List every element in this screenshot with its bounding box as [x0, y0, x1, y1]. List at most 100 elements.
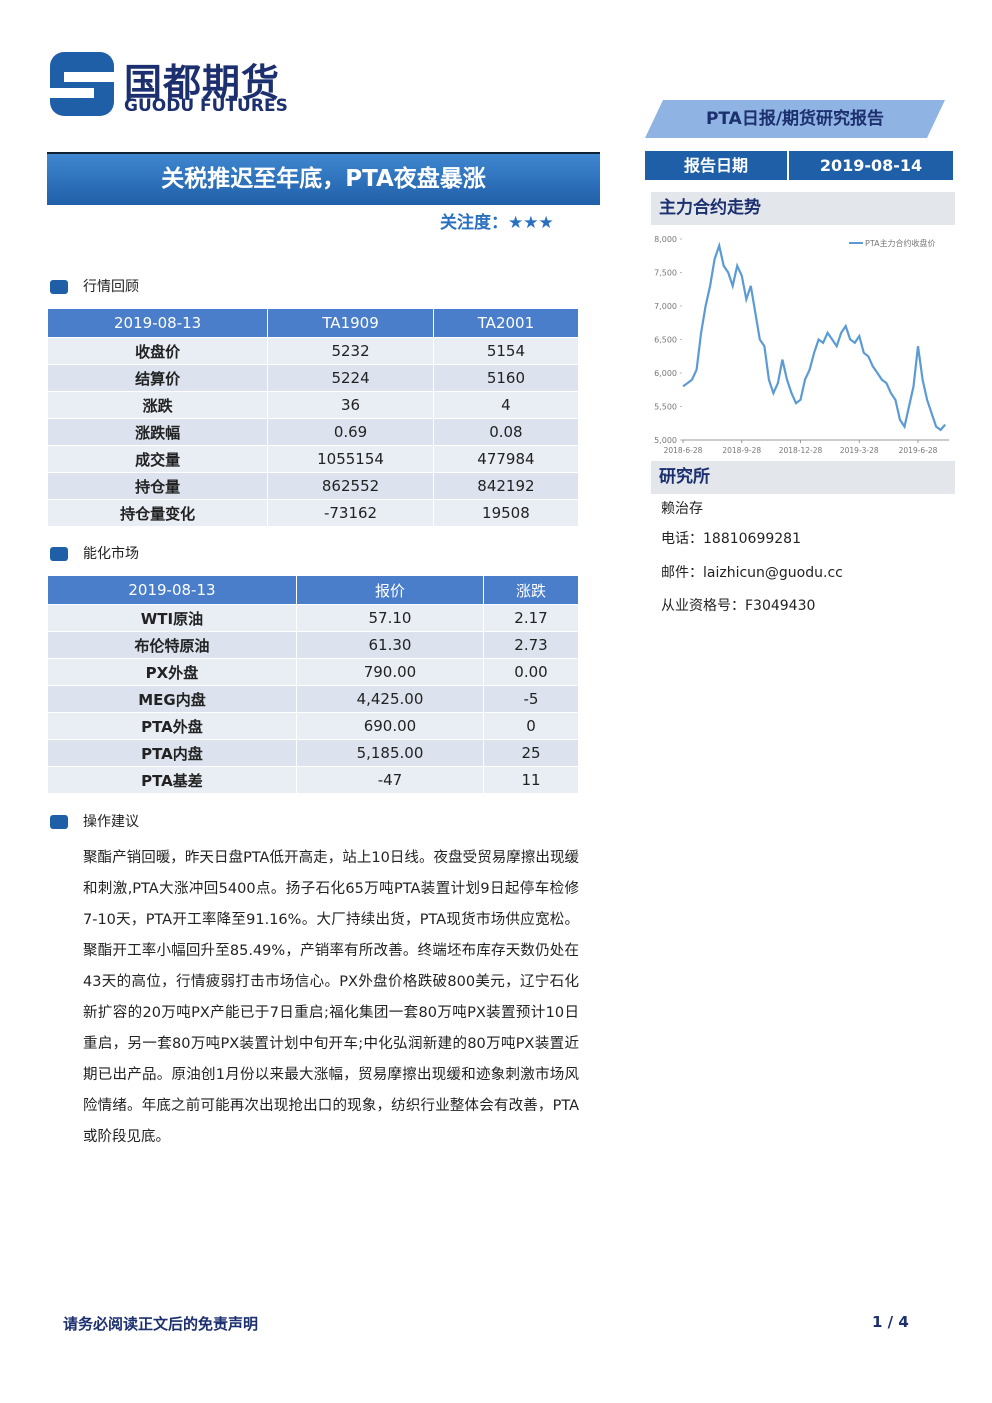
- header-cell: TA2001: [432, 308, 580, 338]
- energy-market-table: 2019-08-13 报价 涨跌 WTI原油 57.10 2.17 布伦特原油 61.30 2.…: [47, 575, 579, 794]
- cell: 477984: [432, 445, 580, 473]
- cell: 5160: [432, 364, 580, 392]
- cell: PTA外盘: [47, 712, 297, 740]
- market-review-table: 2019-08-13 TA1909 TA2001 收盘价 5232 5154 结算价 5224…: [46, 308, 580, 527]
- research-heading: 研究所: [651, 461, 955, 494]
- x-tick-label: 2018-9-28: [722, 446, 761, 455]
- analyst: 赖治存: [661, 501, 703, 517]
- header-row: 2019-08-13 TA1909 TA2001: [46, 308, 580, 338]
- row: 持仓量 862552 842192: [46, 472, 580, 500]
- row: PTA内盘 5,185.00 25: [47, 739, 579, 767]
- logo-text-en: GUODU FUTURES: [124, 96, 288, 116]
- cell: 布伦特原油: [47, 631, 297, 659]
- x-tick-label: 2019-6-28: [899, 446, 938, 455]
- attention: 关注度：★★★: [440, 208, 554, 233]
- row: PX外盘 790.00 0.00: [47, 658, 579, 686]
- disclaimer: 请务必阅读正文后的免责声明: [63, 1315, 259, 1333]
- cell: 涨跌幅: [46, 418, 269, 446]
- cell: 690.00: [295, 712, 485, 740]
- cell: -47: [295, 766, 485, 794]
- page-number: 1 / 4: [872, 1313, 909, 1331]
- x-tick-label: 2018-6-28: [664, 446, 703, 455]
- cell: 862552: [267, 472, 434, 500]
- cell: 0.69: [267, 418, 434, 446]
- cell: PX外盘: [47, 658, 297, 686]
- series-line: [682, 241, 947, 432]
- section-heading: 行情回顾: [50, 276, 139, 296]
- y-tick-label: 5,000: [654, 436, 677, 445]
- cell: 涨跌: [46, 391, 269, 419]
- section-heading: 能化市场: [50, 543, 139, 563]
- cell: 5224: [267, 364, 434, 392]
- cell: 36: [267, 391, 434, 419]
- cell: -5: [483, 685, 579, 713]
- y-tick-label: 8,000: [654, 235, 677, 244]
- cell: 842192: [432, 472, 580, 500]
- date-label: 报告日期: [645, 151, 787, 180]
- cell: 4,425.00: [295, 685, 485, 713]
- row: 涨跌 36 4: [46, 391, 580, 419]
- cell: -73162: [267, 499, 434, 527]
- heading-text: 能化市场: [83, 546, 139, 562]
- cell: MEG内盘: [47, 685, 297, 713]
- x-tick-label: 2019-3-28: [840, 446, 879, 455]
- y-tick-label: 7,500: [654, 269, 677, 278]
- header-cell: 2019-08-13: [47, 575, 297, 605]
- phone: 电话：18810699281: [661, 531, 801, 547]
- cell: 结算价: [46, 364, 269, 392]
- header-cell: 涨跌: [483, 575, 579, 605]
- cell: PTA基差: [47, 766, 297, 794]
- logo-icon: [50, 52, 114, 116]
- row: WTI原油 57.10 2.17: [47, 604, 579, 632]
- cell: 0: [483, 712, 579, 740]
- cell: 57.10: [295, 604, 485, 632]
- y-tick-label: 5,500: [654, 403, 677, 412]
- license: 从业资格号：F3049430: [661, 598, 816, 614]
- row: 收盘价 5232 5154: [46, 337, 580, 365]
- headline: 关税推迟至年底，PTA夜盘暴涨: [47, 152, 600, 205]
- cell: 5,185.00: [295, 739, 485, 767]
- attention-label: 关注度：: [440, 213, 508, 233]
- cell: PTA内盘: [47, 739, 297, 767]
- cell: 19508: [432, 499, 580, 527]
- cell: 持仓量: [46, 472, 269, 500]
- cell: 1055154: [267, 445, 434, 473]
- cell: WTI原油: [47, 604, 297, 632]
- header-cell: TA1909: [267, 308, 434, 338]
- cell: 5154: [432, 337, 580, 365]
- cell: 2.17: [483, 604, 579, 632]
- row: PTA基差 -47 11: [47, 766, 579, 794]
- row: 结算价 5224 5160: [46, 364, 580, 392]
- header-cell: 报价: [295, 575, 485, 605]
- row: 持仓量变化 -73162 19508: [46, 499, 580, 527]
- cell: 790.00: [295, 658, 485, 686]
- legend-label: PTA主力合约收盘价: [865, 238, 936, 248]
- attention-stars: ★★★: [508, 213, 554, 233]
- y-tick-label: 6,000: [654, 369, 677, 378]
- header-cell: 2019-08-13: [46, 308, 269, 338]
- cell: 成交量: [46, 445, 269, 473]
- row: MEG内盘 4,425.00 -5: [47, 685, 579, 713]
- cell: 0.00: [483, 658, 579, 686]
- cell: 2.73: [483, 631, 579, 659]
- y-tick-label: 7,000: [654, 302, 677, 311]
- row: 成交量 1055154 477984: [46, 445, 580, 473]
- x-tick-label: 2018-12-28: [779, 446, 823, 455]
- row: 涨跌幅 0.69 0.08: [46, 418, 580, 446]
- row: 布伦特原油 61.30 2.73: [47, 631, 579, 659]
- heading-text: 行情回顾: [83, 279, 139, 295]
- cell: 收盘价: [46, 337, 269, 365]
- date: 2019-08-14: [789, 151, 953, 180]
- section-heading: 操作建议: [50, 811, 139, 831]
- cell: 4: [432, 391, 580, 419]
- cell: 0.08: [432, 418, 580, 446]
- heading-text: 操作建议: [83, 814, 139, 830]
- cell: 61.30: [295, 631, 485, 659]
- report-type: PTA日报/期货研究报告: [645, 100, 945, 138]
- chart-title: 主力合约走势: [651, 192, 955, 225]
- cell: 持仓量变化: [46, 499, 269, 527]
- chart: 5,000 5,500 6,000 6,500 7,000 7,500 8,000 2018-…: [654, 235, 950, 455]
- row: PTA外盘 690.00 0: [47, 712, 579, 740]
- y-tick-label: 6,500: [654, 336, 677, 345]
